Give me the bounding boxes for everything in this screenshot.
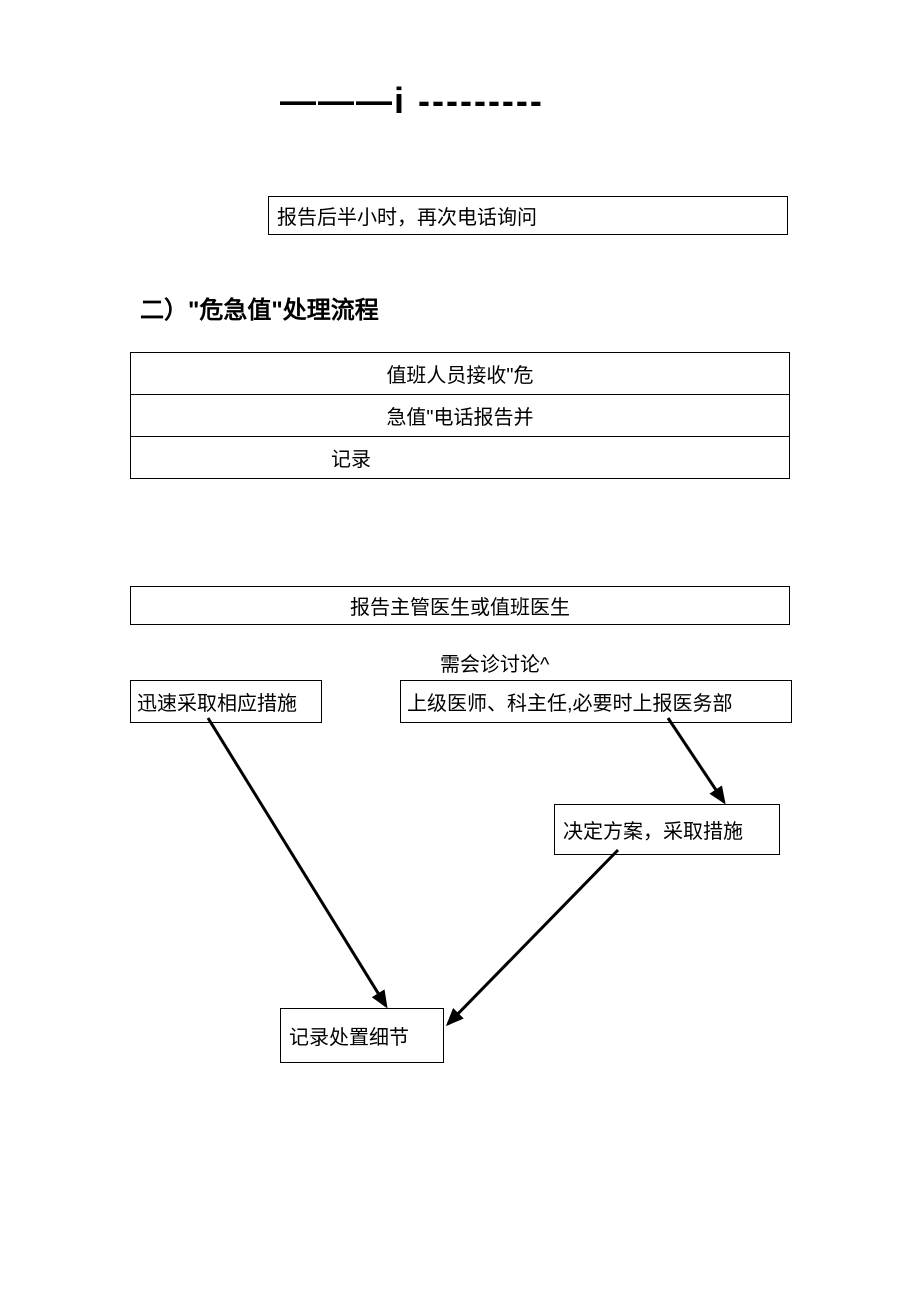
header-divider: ———i --------- bbox=[280, 80, 544, 122]
box-receive-row-1: 值班人员接收"危 bbox=[130, 352, 790, 394]
box-followup: 报告后半小时，再次电话询问 bbox=[268, 196, 788, 235]
box-receive-row-3: 记录 bbox=[130, 436, 790, 479]
box-receive-row-2: 急值"电话报告并 bbox=[130, 394, 790, 436]
arrow-action-to-record bbox=[208, 718, 386, 1006]
section-title-text: 二）"危急值"处理流程 bbox=[140, 297, 379, 324]
box-record-text: 记录处置细节 bbox=[289, 1027, 409, 1049]
box-decide-text: 决定方案，采取措施 bbox=[563, 821, 743, 843]
box-record: 记录处置细节 bbox=[280, 1008, 444, 1063]
arrow-escalate-to-decide bbox=[668, 718, 724, 802]
arrow-decide-to-record bbox=[448, 850, 618, 1024]
box-escalate: 上级医师、科主任,必要时上报医务部 bbox=[400, 680, 792, 723]
section-title: 二）"危急值"处理流程 bbox=[140, 290, 379, 325]
box-decide: 决定方案，采取措施 bbox=[554, 804, 780, 855]
box-receive: 值班人员接收"危 急值"电话报告并 记录 bbox=[130, 352, 790, 479]
box-escalate-text: 上级医师、科主任,必要时上报医务部 bbox=[407, 693, 733, 715]
box-followup-text: 报告后半小时，再次电话询问 bbox=[277, 207, 537, 229]
box-report: 报告主管医生或值班医生 bbox=[130, 586, 790, 625]
box-report-text: 报告主管医生或值班医生 bbox=[350, 597, 570, 619]
box-action-text: 迅速采取相应措施 bbox=[137, 693, 297, 715]
label-discuss-text: 需会诊讨论^ bbox=[440, 654, 549, 676]
box-action: 迅速采取相应措施 bbox=[130, 680, 322, 723]
label-discuss: 需会诊讨论^ bbox=[440, 648, 549, 677]
